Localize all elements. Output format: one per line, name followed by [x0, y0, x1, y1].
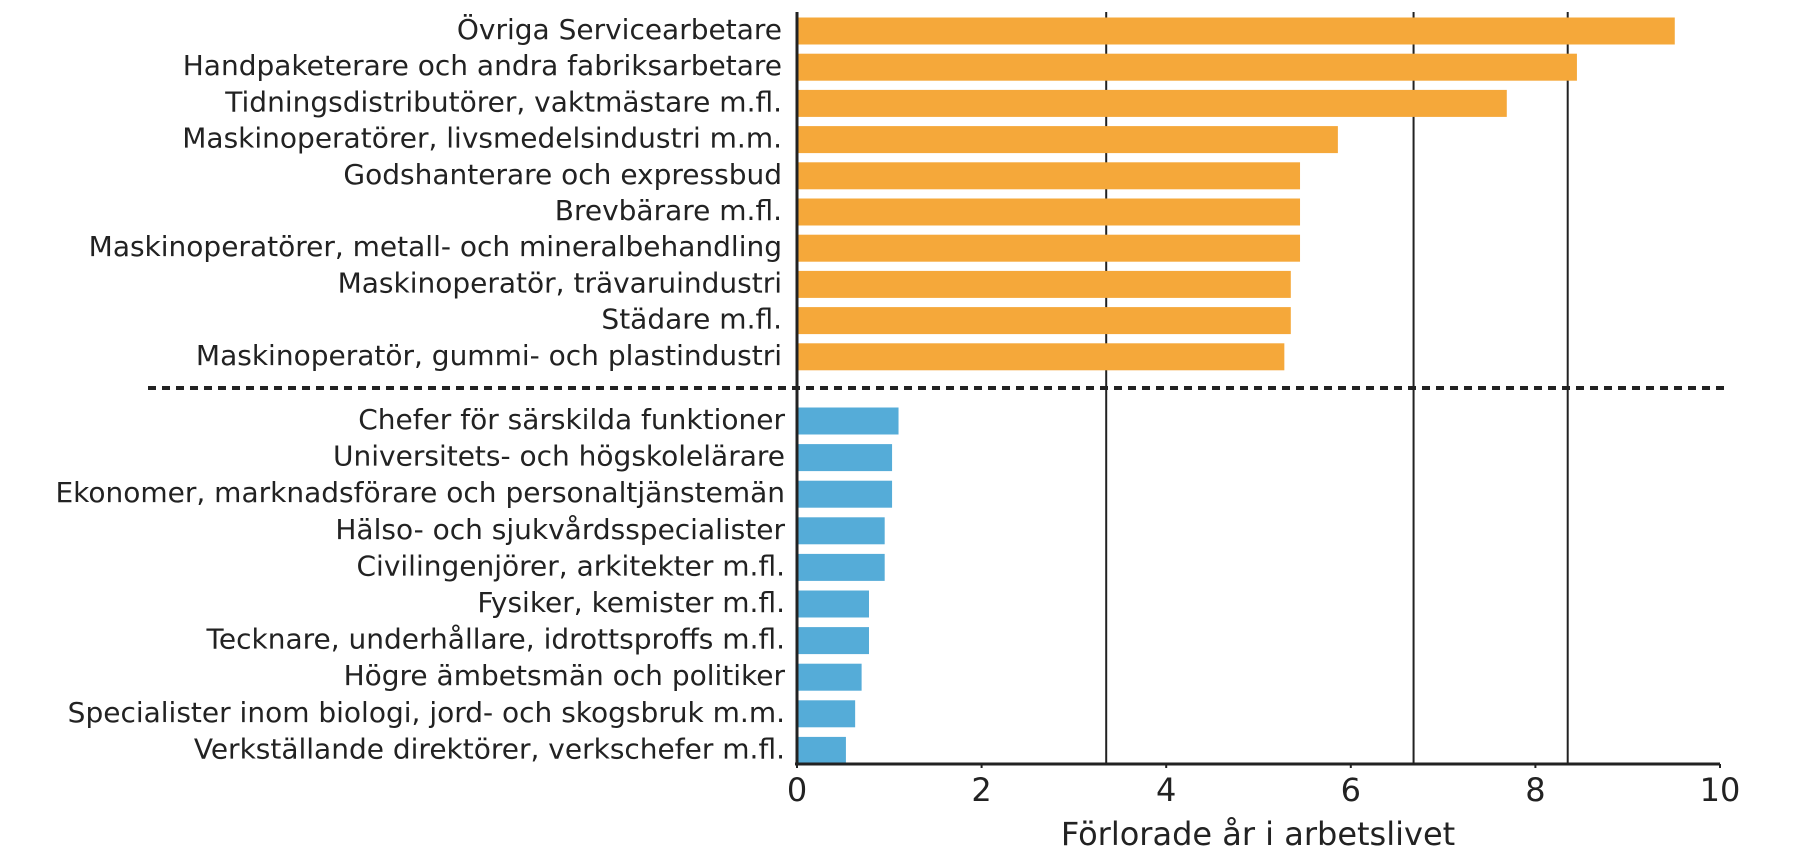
x-tick-label: 2 [971, 771, 991, 809]
y-tick-label: Verkställande direktörer, verkschefer m.… [194, 732, 785, 765]
y-tick-label: Maskinoperatör, gummi- och plastindustri [196, 339, 782, 372]
y-tick-label: Universitets- och högskolelärare [333, 440, 785, 473]
y-tick-label: Ekonomer, marknadsförare och personaltjä… [55, 476, 785, 509]
bar [797, 590, 869, 618]
bar [797, 162, 1301, 190]
x-tick-label: 4 [1156, 771, 1176, 809]
y-tick-label: Högre ämbetsmän och politiker [344, 659, 786, 692]
y-tick-label: Övriga Servicearbetare [457, 12, 782, 46]
bar [797, 343, 1285, 371]
y-tick-label: Tidningsdistributörer, vaktmästare m.fl. [224, 85, 782, 118]
x-tick-label: 8 [1525, 771, 1545, 809]
bar [797, 234, 1301, 262]
bar [797, 700, 856, 728]
bar [797, 444, 893, 472]
bar [797, 126, 1338, 154]
x-tick-label: 0 [787, 771, 807, 809]
bar [797, 480, 893, 508]
bar [797, 627, 869, 655]
bar [797, 736, 846, 764]
y-tick-label: Maskinoperatör, trävaruindustri [338, 266, 782, 299]
y-tick-label: Chefer för särskilda funktioner [358, 403, 785, 436]
bar [797, 270, 1291, 298]
bar [797, 89, 1507, 117]
bar [797, 307, 1291, 335]
x-tick-label: 6 [1341, 771, 1361, 809]
x-tick-label: 10 [1700, 771, 1741, 809]
bar [797, 407, 899, 435]
bar [797, 198, 1301, 226]
y-tick-label: Hälso- och sjukvårdsspecialister [335, 513, 785, 546]
bar [797, 17, 1675, 45]
y-tick-label: Handpaketerare och andra fabriksarbetare [183, 49, 782, 82]
y-tick-label: Maskinoperatörer, livsmedelsindustri m.m… [182, 122, 782, 155]
bar [797, 553, 885, 581]
y-tick-label: Godshanterare och expressbud [343, 158, 782, 191]
bar [797, 517, 885, 545]
y-tick-label: Maskinoperatörer, metall- och mineralbeh… [89, 230, 782, 263]
y-tick-label: Civilingenjörer, arkitekter m.fl. [357, 549, 786, 582]
x-axis-title: Förlorade år i arbetslivet [1061, 815, 1455, 853]
bar [797, 53, 1577, 81]
bar [797, 663, 862, 691]
y-tick-label: Städare m.fl. [601, 303, 782, 336]
y-tick-label: Specialister inom biologi, jord- och sko… [68, 696, 785, 729]
y-tick-label: Tecknare, underhållare, idrottsproffs m.… [206, 623, 785, 656]
y-tick-label: Brevbärare m.fl. [555, 194, 782, 227]
y-tick-label: Fysiker, kemister m.fl. [477, 586, 785, 619]
